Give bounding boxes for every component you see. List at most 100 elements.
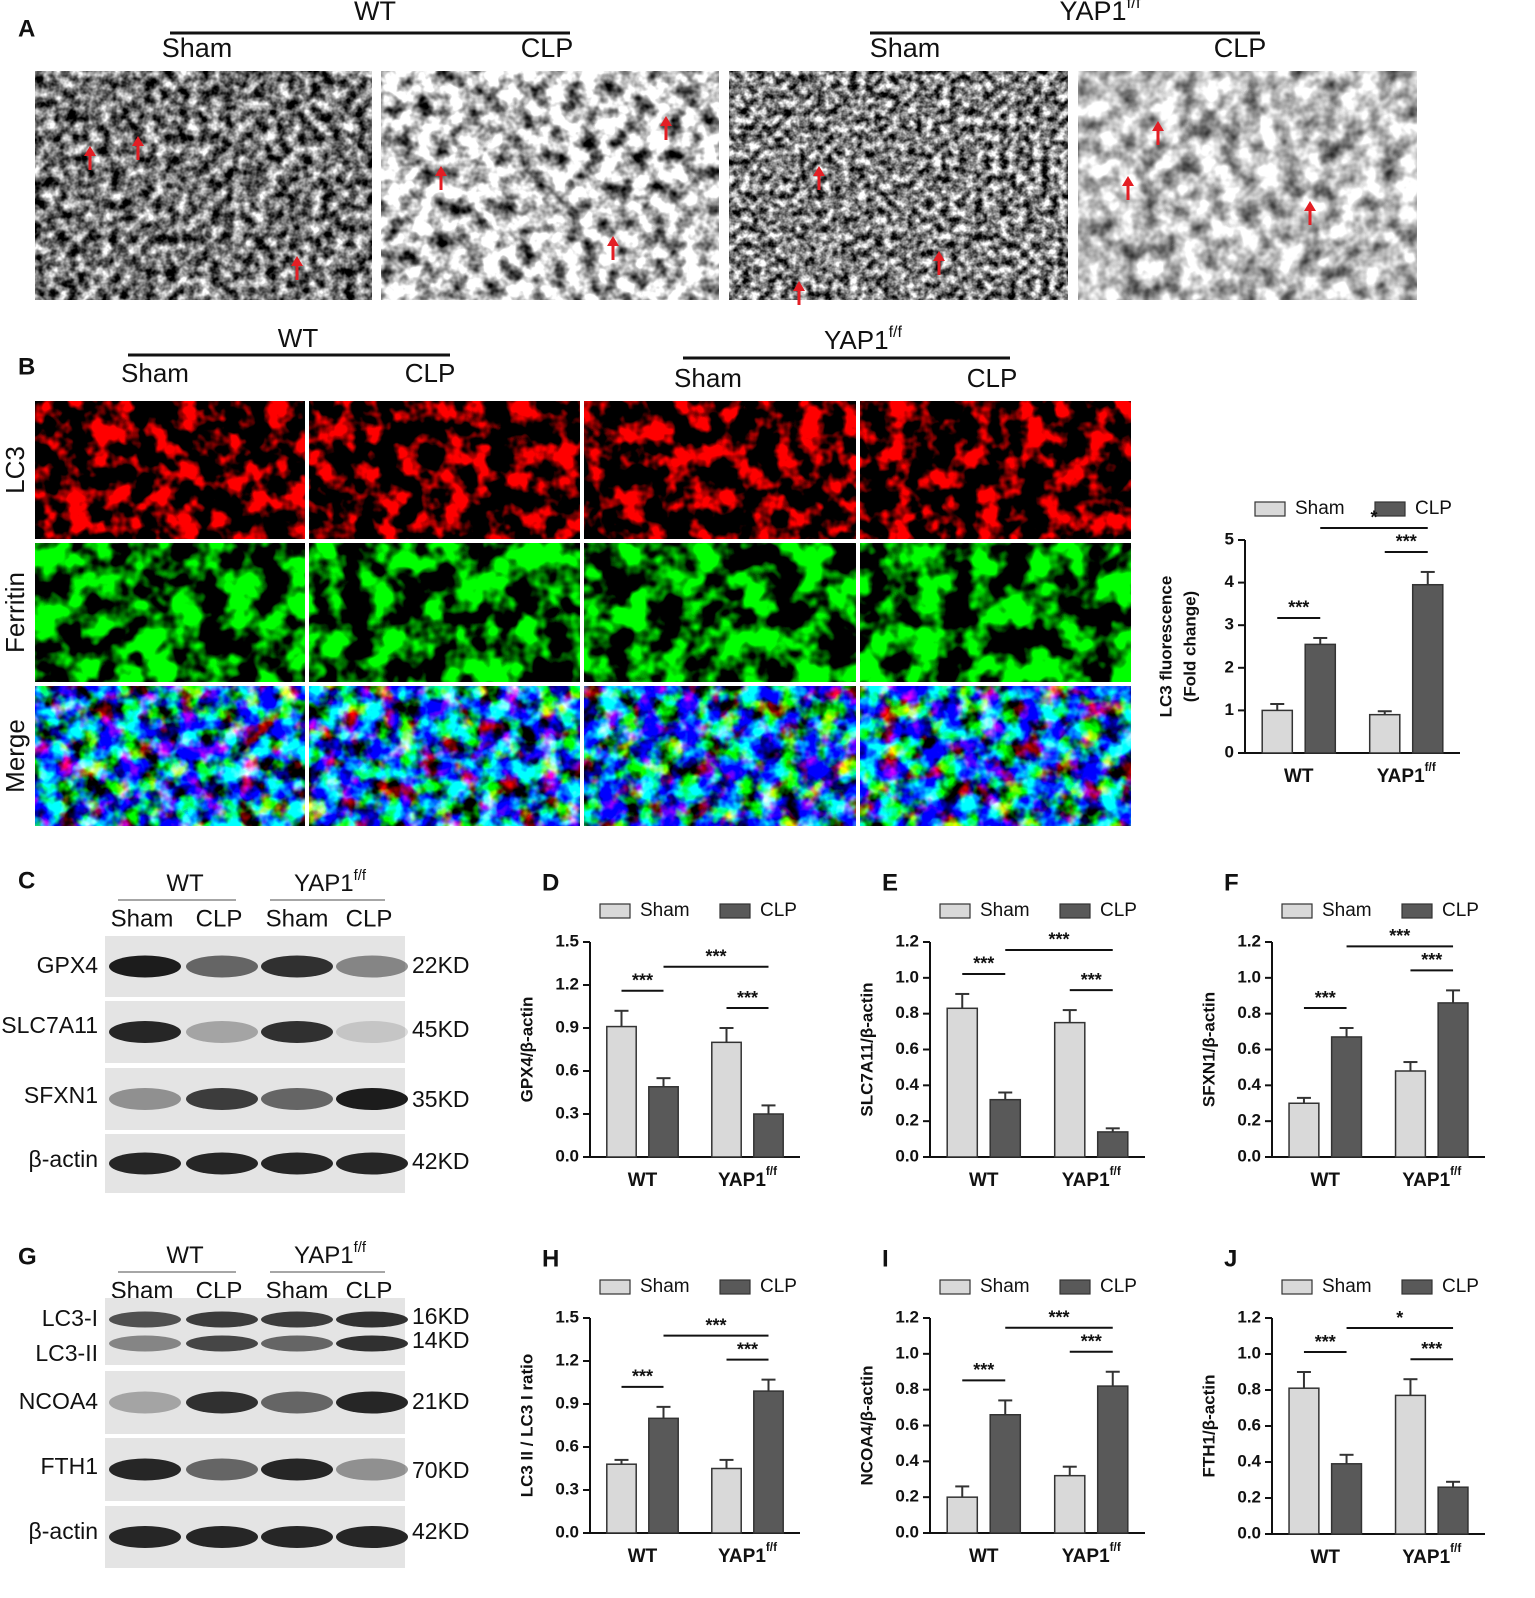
condition-label: Sham [266,905,329,932]
x-tick-label-sup: f/f [1450,1165,1461,1178]
x-tick-label-main: YAP1 [1062,1170,1110,1191]
x-tick-label-main: YAP1 [718,1170,766,1191]
blot-band [109,1335,181,1352]
significance-label: *** [737,988,758,1008]
y-tick-label: 0.4 [895,1075,919,1094]
legend-swatch [1254,501,1286,517]
group-label-sup: f/f [1127,0,1141,12]
red-arrow-head [84,146,96,156]
y-tick-label: 0.8 [1237,1379,1261,1398]
y-tick-label: 0.9 [555,1017,579,1036]
x-tick-label: WT [1284,766,1314,787]
y-tick-label: 0.6 [895,1039,919,1058]
legend-label: Sham [1322,900,1372,921]
panel-letter: H [542,1245,559,1272]
x-tick-label-sup: f/f [1425,761,1436,774]
y-axis-label: LC3 fluorescence [1156,576,1175,718]
blot-band [336,1335,408,1352]
x-tick-label: WT [628,1170,658,1191]
y-tick-label: 0.0 [1237,1146,1261,1165]
blot-band [261,1311,333,1328]
group-label: WT [354,0,396,26]
bar [1330,1036,1363,1158]
legend-swatch [1401,903,1433,919]
bar [1096,1385,1129,1534]
y-tick-label: 0.0 [555,1146,579,1165]
x-tick-label-main: YAP1 [1402,1170,1450,1191]
y-axis-label: LC3 II / LC3 I ratio [517,1354,536,1498]
y-tick-label: 4 [1225,572,1235,591]
x-tick-label-main: WT [628,1170,658,1191]
y-tick-label: 0.0 [895,1146,919,1165]
x-tick-label-main: WT [969,1546,999,1567]
blot-band [109,955,181,978]
group-label-sup: f/f [354,868,367,884]
legend-swatch [1281,1279,1313,1295]
legend-swatch [599,903,631,919]
legend-label: Sham [640,1276,690,1297]
blot-band [336,955,408,978]
em-image [35,71,372,300]
group-label-sup: f/f [889,323,903,341]
bar [946,1496,979,1534]
x-tick-label-main: YAP1 [1402,1547,1450,1568]
y-tick-label: 1.0 [895,1343,919,1362]
y-axis-label: NCOA4/β-actin [857,1366,876,1486]
condition-label: CLP [346,905,393,932]
fluorescence-image [35,401,305,539]
significance-label: *** [973,1360,994,1380]
significance-label: *** [1421,950,1442,970]
y-tick-label: 0.0 [895,1522,919,1541]
y-tick-label: 3 [1225,615,1234,634]
fluorescence-image [309,401,580,539]
blot-band [186,1088,258,1110]
blot-band [109,1088,181,1110]
significance-label: *** [973,954,994,974]
bar [1394,1394,1427,1535]
significance-label: * [1370,508,1377,528]
protein-label: SFXN1 [24,1082,98,1108]
x-tick-label: YAP1f/f [718,1165,777,1191]
size-label: 42KD [412,1148,470,1174]
x-tick-label: WT [969,1546,999,1567]
size-label: 70KD [412,1457,470,1483]
panel-letter: C [18,867,35,894]
legend-swatch [1401,1279,1433,1295]
size-label: 14KD [412,1327,470,1353]
red-arrow-head [435,166,447,176]
group-label-main: WT [354,0,396,26]
protein-label: β-actin [29,1146,98,1172]
y-tick-label: 0.4 [1237,1451,1261,1470]
blot-band [336,1526,408,1548]
blot-band [261,1335,333,1352]
y-axis-label: GPX4/β-actin [517,997,536,1103]
legend-swatch [1281,903,1313,919]
y-tick-label: 0.6 [1237,1039,1261,1058]
bar [1096,1131,1129,1158]
panel-letter: B [18,353,35,380]
blot-strip [105,1298,405,1365]
x-tick-label: YAP1f/f [1062,1165,1121,1191]
blot-band [336,1311,408,1328]
group-label-main: YAP1 [824,325,889,355]
y-tick-label: 0.0 [1237,1523,1261,1542]
em-image [1078,71,1417,300]
y-tick-label: 0.2 [895,1487,919,1506]
significance-label: *** [705,1315,726,1335]
x-tick-label-sup: f/f [1110,1165,1121,1178]
x-tick-label-main: WT [1284,766,1314,787]
legend-swatch [719,1279,751,1295]
legend-swatch [939,1279,971,1295]
x-tick-label: WT [1310,1170,1340,1191]
y-tick-label: 1.0 [895,967,919,986]
x-tick-label: YAP1f/f [1402,1542,1461,1568]
y-tick-label: 0.4 [895,1451,919,1470]
significance-label: *** [737,1339,758,1359]
legend-label: CLP [1100,1276,1137,1297]
condition-label: CLP [405,358,456,388]
y-tick-label: 1 [1225,700,1234,719]
x-tick-label: YAP1f/f [1377,761,1436,787]
group-label: YAP1f/f [294,868,367,897]
blot-band [109,1391,181,1414]
y-tick-label: 1.2 [1237,931,1261,950]
